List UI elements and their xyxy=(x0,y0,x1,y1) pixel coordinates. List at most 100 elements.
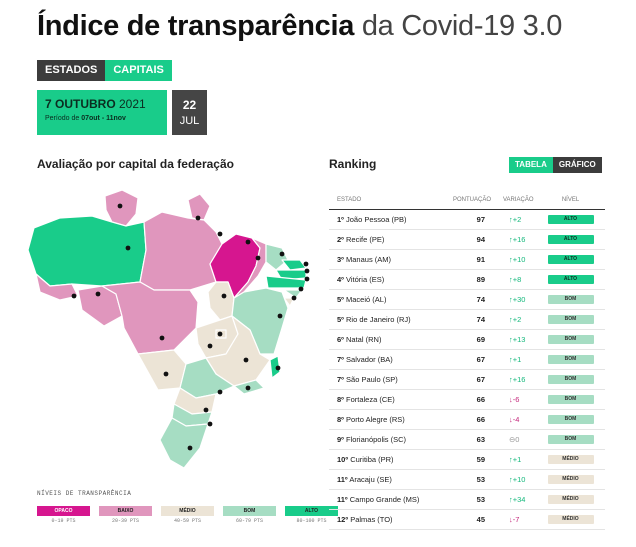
capital-dot-maceio[interactable] xyxy=(298,286,304,292)
capital-dot-rio-de-janeiro[interactable] xyxy=(245,385,251,391)
legend-item: ALTO 80-100 PTS xyxy=(285,506,338,524)
capital-dot-cuiaba[interactable] xyxy=(159,335,165,341)
row-city-name: Fortaleza (CE) xyxy=(346,395,395,404)
tab-estados[interactable]: ESTADOS xyxy=(37,60,106,81)
table-row[interactable]: 2º Recife (PE) 94 ↑+16 ALTO xyxy=(329,230,605,250)
state-se[interactable] xyxy=(283,297,295,307)
state-pa[interactable] xyxy=(139,211,223,291)
state-ce[interactable] xyxy=(265,243,289,271)
state-rs[interactable] xyxy=(159,417,209,469)
legend-range: 0-19 PTS xyxy=(51,518,76,524)
level-badge: BOM xyxy=(547,415,594,424)
table-row[interactable]: 4º Vitória (ES) 89 ↑+8 ALTO xyxy=(329,270,605,290)
capital-dot-macapa[interactable] xyxy=(195,215,201,221)
previous-date-day: 22 xyxy=(182,98,197,112)
capital-dot-goiania[interactable] xyxy=(207,343,213,349)
capital-dot-florianopolis[interactable] xyxy=(207,421,213,427)
state-ac[interactable] xyxy=(35,273,79,301)
capital-dot-palmas[interactable] xyxy=(221,293,227,299)
state-pe[interactable] xyxy=(265,275,307,289)
row-rank: 4º xyxy=(337,275,344,284)
tab-capitais[interactable]: CAPITAIS xyxy=(105,60,172,81)
level-badge: BOM xyxy=(547,395,594,404)
capital-dot-curitiba[interactable] xyxy=(203,407,209,413)
capital-dot-belem[interactable] xyxy=(217,231,223,237)
selected-date-button[interactable]: 7 OUTUBRO 2021 Período de 07out - 11nov xyxy=(37,90,167,135)
table-row[interactable]: 7º São Paulo (SP) 67 ↑+16 BOM xyxy=(329,370,605,390)
state-es[interactable] xyxy=(269,355,281,379)
table-row[interactable]: 10º Curitiba (PR) 59 ↑+1 MÉDIO xyxy=(329,450,605,470)
capital-dot-teresina[interactable] xyxy=(255,255,261,261)
row-city-name: Maceió (AL) xyxy=(346,295,387,304)
row-score: 63 xyxy=(476,435,485,444)
previous-date-button[interactable]: 22 JUL xyxy=(172,90,207,135)
level-badge: MÉDIO xyxy=(547,455,594,464)
capital-dot-joao-pessoa[interactable] xyxy=(304,268,310,274)
capital-dot-fortaleza[interactable] xyxy=(279,251,285,257)
table-row[interactable]: 9º Florianópolis (SC) 63 ⊖0 BOM xyxy=(329,430,605,450)
col-header-score: PONTUAÇÃO xyxy=(453,196,492,203)
capital-dot-belo-horizonte[interactable] xyxy=(243,357,249,363)
state-al[interactable] xyxy=(283,289,303,299)
row-variation-value: +2 xyxy=(512,315,522,324)
row-variation-value: +10 xyxy=(512,255,526,264)
capital-dots xyxy=(71,203,310,451)
table-row[interactable]: 6º Natal (RN) 69 ↑+13 BOM xyxy=(329,330,605,350)
capital-dot-recife[interactable] xyxy=(304,276,310,282)
row-city: 9º Florianópolis (SC) xyxy=(329,435,453,444)
table-row[interactable]: 8º Fortaleza (CE) 66 ↓-6 BOM xyxy=(329,390,605,410)
capital-dot-aracaju[interactable] xyxy=(291,295,297,301)
state-rr[interactable] xyxy=(104,189,139,227)
row-variation-value: 0 xyxy=(515,435,520,444)
table-row[interactable]: 5º Rio de Janeiro (RJ) 74 ↑+2 BOM xyxy=(329,310,605,330)
row-variation-arrow: ↑ xyxy=(509,275,513,284)
row-score: 53 xyxy=(476,495,485,504)
state-rn[interactable] xyxy=(281,259,307,271)
state-ba[interactable] xyxy=(231,287,289,355)
capital-dot-sao-luis[interactable] xyxy=(245,239,251,245)
table-view-button[interactable]: TABELA xyxy=(509,157,553,173)
capital-dot-rio-branco[interactable] xyxy=(71,293,77,299)
legend: OPACO 0-19 PTS BAIXO 20-39 PTS MÉDIO 40-59 PT… xyxy=(37,506,338,524)
table-row[interactable]: 12º Palmas (TO) 45 ↓-7 MÉDIO xyxy=(329,510,605,530)
row-city: 11º Campo Grande (MS) xyxy=(329,495,453,504)
capital-dot-boa-vista[interactable] xyxy=(117,203,123,209)
level-badge: BOM xyxy=(547,355,594,364)
ranking-table: ESTADO PONTUAÇÃO VARIAÇÃO NÍVEL 1º João … xyxy=(329,190,605,530)
row-score: 67 xyxy=(476,375,485,384)
row-variation-arrow: ↑ xyxy=(509,215,513,224)
table-row[interactable]: 11º Aracaju (SE) 53 ↑+10 MÉDIO xyxy=(329,470,605,490)
capital-dot-manaus[interactable] xyxy=(125,245,131,251)
col-header-level: NÍVEL xyxy=(561,196,580,203)
selected-date-day: 7 OUTUBRO xyxy=(45,97,116,111)
capital-dot-sao-paulo[interactable] xyxy=(217,389,223,395)
row-variation: ↑+13 xyxy=(491,335,536,344)
capital-dot-porto-velho[interactable] xyxy=(95,291,101,297)
state-to[interactable] xyxy=(207,281,235,321)
row-level: BOM xyxy=(536,415,605,424)
table-row[interactable]: 1º João Pessoa (PB) 97 ↑+2 ALTO xyxy=(329,210,605,230)
state-ms[interactable] xyxy=(137,349,187,391)
row-score: 67 xyxy=(476,355,485,364)
row-city-name: João Pessoa (PB) xyxy=(346,215,407,224)
table-row[interactable]: 11º Campo Grande (MS) 53 ↑+34 MÉDIO xyxy=(329,490,605,510)
capital-dot-salvador[interactable] xyxy=(277,313,283,319)
table-row[interactable]: 3º Manaus (AM) 91 ↑+10 ALTO xyxy=(329,250,605,270)
table-row[interactable]: 8º Porto Alegre (RS) 66 ↓-4 BOM xyxy=(329,410,605,430)
state-mt[interactable] xyxy=(101,281,199,355)
table-row[interactable]: 5º Maceió (AL) 74 ↑+30 BOM xyxy=(329,290,605,310)
capital-dot-natal[interactable] xyxy=(303,261,309,267)
chart-view-button[interactable]: GRÁFICO xyxy=(552,157,602,173)
capital-dot-campo-grande[interactable] xyxy=(163,371,169,377)
period-range: 07out - 11nov xyxy=(81,115,126,122)
table-row[interactable]: 7º Salvador (BA) 67 ↑+1 BOM xyxy=(329,350,605,370)
state-am[interactable] xyxy=(27,215,147,287)
row-variation: ⊖0 xyxy=(491,435,536,444)
capital-dot-vitoria[interactable] xyxy=(275,365,281,371)
row-score: 74 xyxy=(476,295,485,304)
state-ap[interactable] xyxy=(187,193,211,221)
col-header-state: ESTADO xyxy=(337,196,362,203)
col-header-variation: VARIAÇÃO xyxy=(503,196,534,203)
capital-dot-brasilia[interactable] xyxy=(217,331,223,337)
capital-dot-porto-alegre[interactable] xyxy=(187,445,193,451)
